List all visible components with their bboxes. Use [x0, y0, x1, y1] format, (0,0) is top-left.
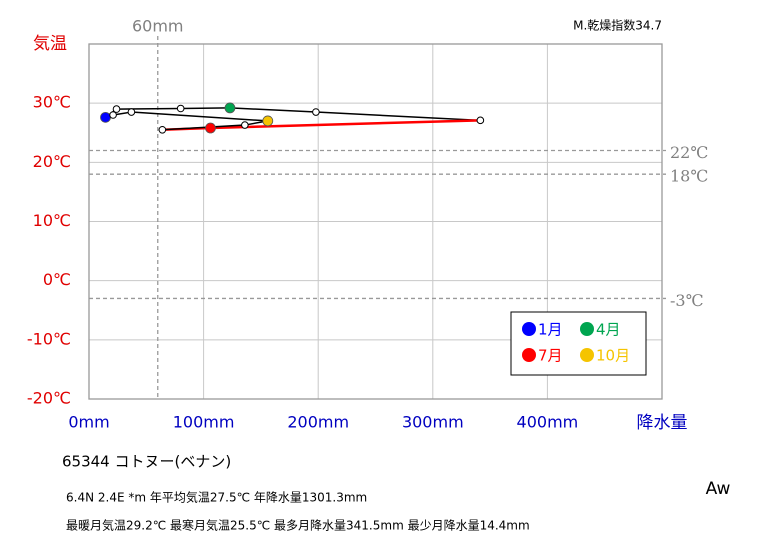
month-point — [176, 104, 185, 113]
x-tick-label: 200mm — [287, 413, 349, 432]
x-tick-label: 300mm — [402, 413, 464, 432]
y-tick-label: 0℃ — [43, 270, 71, 289]
index-label: M.乾燥指数34.7 — [573, 18, 662, 33]
month-point — [112, 105, 121, 113]
reference-label: -3℃ — [670, 291, 703, 310]
station-name: 65344 コトヌー(ベナン) — [62, 453, 231, 471]
month-point — [158, 125, 167, 134]
reference-label: 60mm — [132, 17, 184, 36]
climate-segment — [180, 107, 230, 110]
reference-label: 18℃ — [670, 167, 708, 186]
climate-class: Aw — [706, 479, 731, 499]
legend-label: 1月 — [538, 321, 563, 339]
y-tick-label: -10℃ — [27, 329, 71, 348]
month-point — [262, 115, 274, 127]
climate-segment — [210, 119, 481, 130]
month-point — [241, 121, 249, 129]
y-tick-label: 10℃ — [33, 211, 71, 230]
x-tick-label: 100mm — [173, 413, 235, 432]
x-axis-label: 降水量 — [637, 413, 688, 433]
reference-label: 22℃ — [670, 143, 708, 162]
legend-marker — [580, 348, 594, 362]
month-point — [312, 108, 320, 116]
x-tick-label: 0mm — [68, 413, 109, 432]
legend-marker — [580, 322, 594, 336]
legend-label: 7月 — [538, 347, 563, 365]
month-point — [100, 111, 111, 123]
legend-box — [510, 311, 647, 376]
info-line: 6.4N 2.4E *m 年平均気温27.5℃ 年降水量1301.3mm — [66, 490, 367, 505]
month-point — [476, 116, 485, 125]
legend-marker — [522, 348, 536, 362]
legend-label: 4月 — [596, 321, 621, 339]
climate-segment — [229, 107, 316, 113]
y-tick-label: -20℃ — [27, 389, 71, 408]
climate-segment — [162, 124, 245, 131]
info-line: 最暖月気温29.2℃ 最寒月気温25.5℃ 最多月降水量341.5mm 最少月降… — [66, 518, 530, 533]
y-tick-label: 20℃ — [33, 152, 71, 171]
plot-border — [88, 43, 663, 400]
y-axis-label: 気温 — [33, 34, 67, 54]
legend-marker — [522, 322, 536, 336]
month-point — [224, 102, 236, 114]
month-point — [205, 122, 216, 134]
month-point — [109, 111, 117, 119]
climate-segment — [315, 111, 481, 122]
climate-segment — [131, 111, 268, 122]
month-point — [127, 108, 136, 116]
y-tick-label: 30℃ — [33, 93, 71, 112]
climate-segment — [116, 107, 181, 110]
x-tick-label: 400mm — [517, 413, 579, 432]
legend-label: 10月 — [596, 347, 630, 365]
